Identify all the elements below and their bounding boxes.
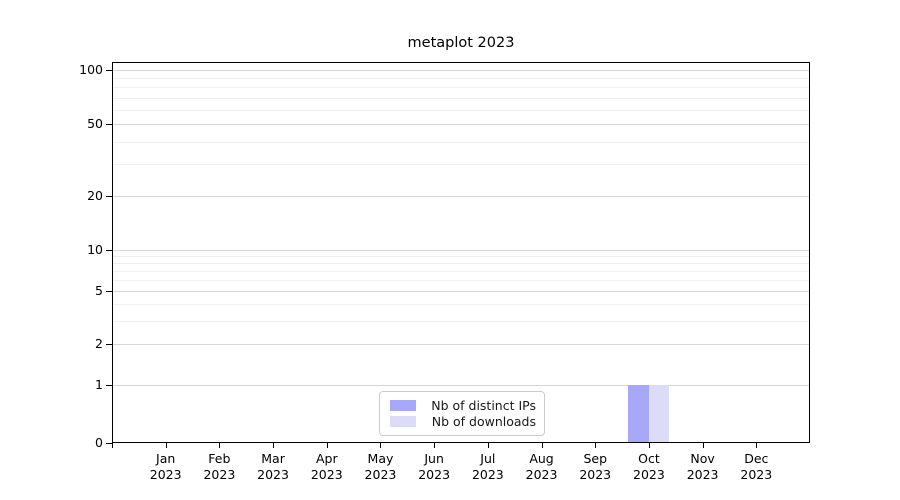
y-minor-gridline bbox=[113, 270, 809, 272]
y-tick bbox=[106, 124, 112, 126]
x-tick bbox=[380, 443, 382, 448]
y-major-gridline bbox=[113, 124, 809, 126]
y-minor-gridline bbox=[113, 109, 809, 111]
y-tick bbox=[106, 195, 112, 197]
legend-label-0: Nb of distinct IPs bbox=[431, 397, 536, 413]
y-major-gridline bbox=[113, 385, 809, 386]
x-tick bbox=[702, 443, 704, 448]
y-minor-gridline bbox=[113, 263, 809, 265]
x-tick bbox=[326, 443, 328, 448]
legend-item-downloads: Nb of downloads bbox=[390, 414, 536, 429]
y-tick-label: 2 bbox=[95, 336, 103, 352]
x-tick bbox=[648, 443, 650, 448]
x-tick-label: Feb 2023 bbox=[203, 451, 236, 482]
legend: Nb of distinct IPs Nb of downloads bbox=[379, 391, 545, 436]
y-minor-gridline bbox=[113, 164, 809, 166]
x-tick-label: Apr 2023 bbox=[310, 451, 343, 482]
y-minor-gridline bbox=[113, 97, 809, 99]
x-tick-label: Jan 2023 bbox=[149, 451, 182, 482]
x-tick-label: Jul 2023 bbox=[471, 451, 504, 482]
y-major-gridline bbox=[113, 70, 809, 71]
y-tick-label: 1 bbox=[95, 377, 103, 392]
x-tick bbox=[273, 443, 275, 448]
x-tick bbox=[165, 443, 167, 448]
chart-title: metaplot 2023 bbox=[407, 35, 515, 51]
y-minor-gridline bbox=[113, 87, 809, 89]
x-tick bbox=[219, 443, 221, 448]
x-tick-label: Mar 2023 bbox=[257, 451, 289, 482]
bar-nb-of-distinct-ips bbox=[627, 385, 649, 442]
x-tick bbox=[756, 443, 758, 448]
y-major-gridline bbox=[113, 195, 809, 197]
y-tick-label: 10 bbox=[87, 242, 103, 257]
y-minor-gridline bbox=[113, 303, 809, 305]
x-tick-label: Dec 2023 bbox=[740, 451, 773, 482]
x-tick-label: Jun 2023 bbox=[418, 451, 451, 482]
y-minor-gridline bbox=[113, 320, 809, 322]
y-major-gridline bbox=[113, 250, 809, 251]
x-tick-label: Oct 2023 bbox=[633, 451, 665, 482]
y-tick-label: 100 bbox=[79, 62, 103, 77]
y-major-gridline bbox=[113, 290, 809, 292]
y-tick bbox=[106, 344, 112, 346]
x-tick-label: May 2023 bbox=[364, 451, 397, 482]
x-tick bbox=[541, 443, 543, 448]
y-tick-label: 50 bbox=[87, 116, 103, 132]
y-tick-label: 0 bbox=[95, 435, 103, 450]
legend-swatch-0 bbox=[390, 399, 416, 411]
plot-area bbox=[112, 62, 810, 443]
bar-nb-of-downloads bbox=[648, 385, 669, 442]
y-major-gridline bbox=[113, 344, 809, 346]
x-tick bbox=[434, 443, 436, 448]
y-minor-gridline bbox=[113, 279, 809, 281]
y-minor-gridline bbox=[113, 141, 809, 143]
x-tick-label: Nov 2023 bbox=[686, 451, 719, 482]
y-minor-gridline bbox=[113, 256, 809, 258]
y-tick bbox=[106, 250, 112, 251]
y-tick-label: 20 bbox=[87, 187, 103, 203]
legend-swatch-1 bbox=[390, 416, 416, 428]
x-tick-label: Sep 2023 bbox=[579, 451, 612, 482]
y-tick bbox=[106, 70, 112, 71]
y-tick bbox=[106, 290, 112, 292]
x-tick-label: Aug 2023 bbox=[525, 451, 558, 482]
x-tick bbox=[487, 443, 489, 448]
y-tick bbox=[106, 443, 112, 444]
y-tick bbox=[106, 385, 112, 386]
x-tick bbox=[595, 443, 597, 448]
x-corner-tick bbox=[112, 443, 113, 448]
legend-item-distinct-ips: Nb of distinct IPs bbox=[390, 398, 536, 413]
y-tick-label: 5 bbox=[95, 282, 103, 298]
legend-label-1: Nb of downloads bbox=[431, 414, 536, 430]
y-minor-gridline bbox=[113, 78, 809, 80]
